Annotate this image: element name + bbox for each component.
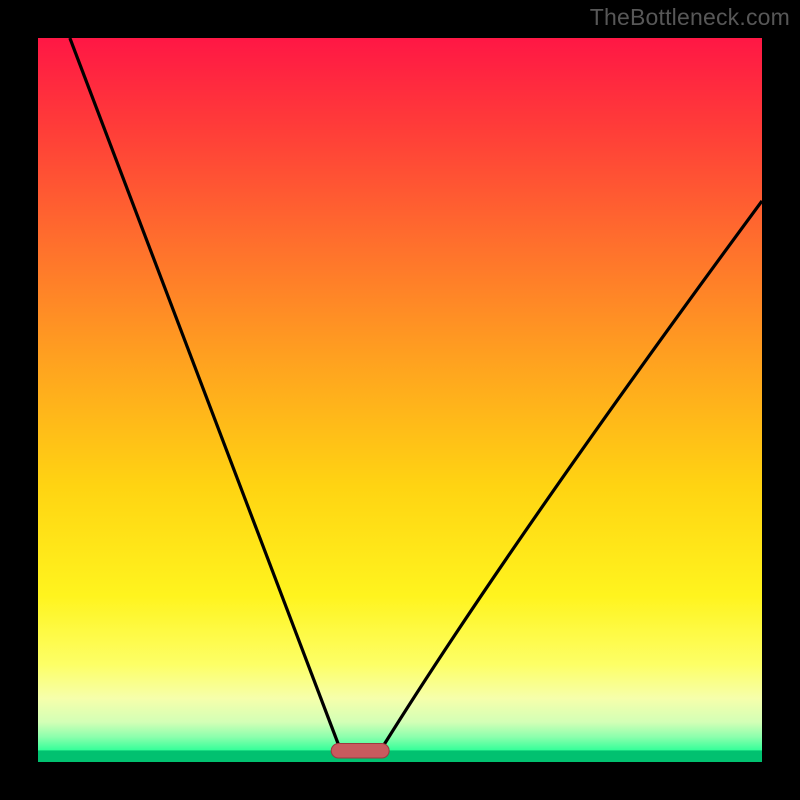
gradient-background bbox=[38, 38, 762, 762]
plot-area bbox=[38, 38, 762, 762]
optimum-marker bbox=[331, 744, 389, 758]
bottom-band bbox=[38, 750, 762, 762]
bottleneck-chart-svg bbox=[38, 38, 762, 762]
watermark-text: TheBottleneck.com bbox=[590, 4, 790, 31]
chart-frame: TheBottleneck.com bbox=[0, 0, 800, 800]
